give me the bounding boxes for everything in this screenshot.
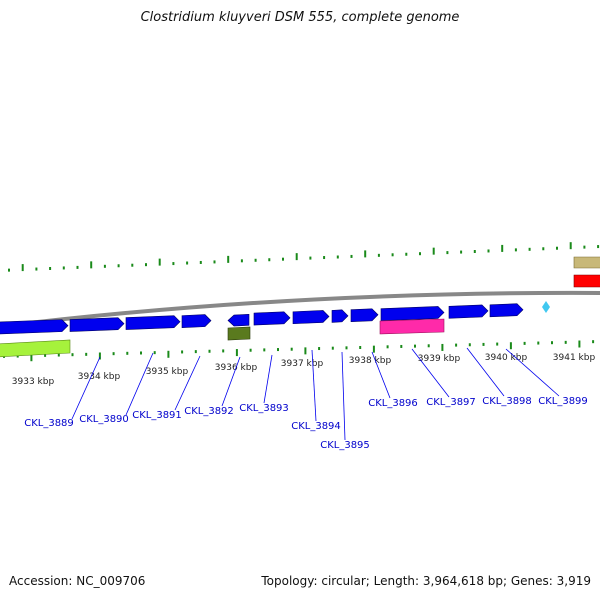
- scale-label: 3938 kbp: [349, 356, 392, 366]
- leader-line: [174, 355, 201, 411]
- scale-label: 3939 kbp: [418, 354, 461, 364]
- olive-feature: [227, 326, 251, 341]
- leader-line: [505, 348, 560, 397]
- cyan-feature: [542, 301, 550, 313]
- gene-label[interactable]: CKL_3893: [239, 403, 289, 414]
- outer-tick-track: [8, 242, 600, 272]
- cds-arrow: [253, 311, 291, 326]
- scale-label: 3935 kbp: [146, 367, 189, 377]
- tan-feature: [573, 256, 600, 269]
- cds-arrow: [0, 319, 69, 335]
- leader-line: [125, 352, 154, 416]
- scale-label: 3937 kbp: [281, 359, 324, 369]
- genome-summary-text: Topology: circular; Length: 3,964,618 bp…: [261, 574, 591, 588]
- cds-arrow: [125, 315, 181, 330]
- lime-feature: [0, 339, 71, 358]
- gene-label[interactable]: CKL_3894: [291, 421, 341, 432]
- map-title: Clostridium kluyveri DSM 555, complete g…: [140, 10, 460, 25]
- red-feature: [573, 274, 600, 288]
- leader-line: [311, 349, 317, 422]
- gene-label[interactable]: CKL_3898: [482, 396, 532, 407]
- scale-label: 3941 kbp: [553, 353, 596, 363]
- scale-label: 3933 kbp: [12, 377, 55, 387]
- cds-arrow: [350, 308, 379, 323]
- accession-text: Accession: NC_009706: [9, 574, 146, 588]
- gene-label[interactable]: CKL_3899: [538, 396, 588, 407]
- gene-label[interactable]: CKL_3892: [184, 406, 234, 417]
- genome-backbone: [0, 290, 600, 329]
- gene-label[interactable]: CKL_3890: [79, 414, 129, 425]
- scale-label: 3934 kbp: [78, 372, 121, 382]
- cds-arrow: [331, 309, 349, 323]
- gene-label[interactable]: CKL_3889: [24, 418, 74, 429]
- gene-label[interactable]: CKL_3891: [132, 410, 182, 421]
- leader-line: [341, 351, 346, 441]
- leader-line: [263, 354, 273, 404]
- cds-arrow: [69, 317, 125, 332]
- gene-label[interactable]: CKL_3895: [320, 440, 370, 451]
- scale-label: 3940 kbp: [485, 353, 528, 363]
- leader-line: [221, 356, 241, 407]
- cds-arrow: [448, 304, 489, 319]
- cds-arrow: [292, 310, 330, 325]
- leader-line: [411, 348, 450, 398]
- cds-arrow: [489, 303, 524, 318]
- cds-arrow: [181, 314, 212, 328]
- gene-label[interactable]: CKL_3897: [426, 397, 476, 408]
- leader-line: [71, 356, 101, 420]
- cds-arrow: [227, 313, 250, 327]
- leader-line: [371, 351, 391, 399]
- gene-label[interactable]: CKL_3896: [368, 398, 418, 409]
- leader-line: [466, 347, 505, 397]
- cds-arrow: [380, 306, 445, 321]
- gene-labels: CKL_3889 CKL_3890 CKL_3891 CKL_3892 CKL_3893…: [24, 347, 588, 451]
- feature-track: [0, 256, 600, 358]
- magenta-feature: [379, 318, 445, 335]
